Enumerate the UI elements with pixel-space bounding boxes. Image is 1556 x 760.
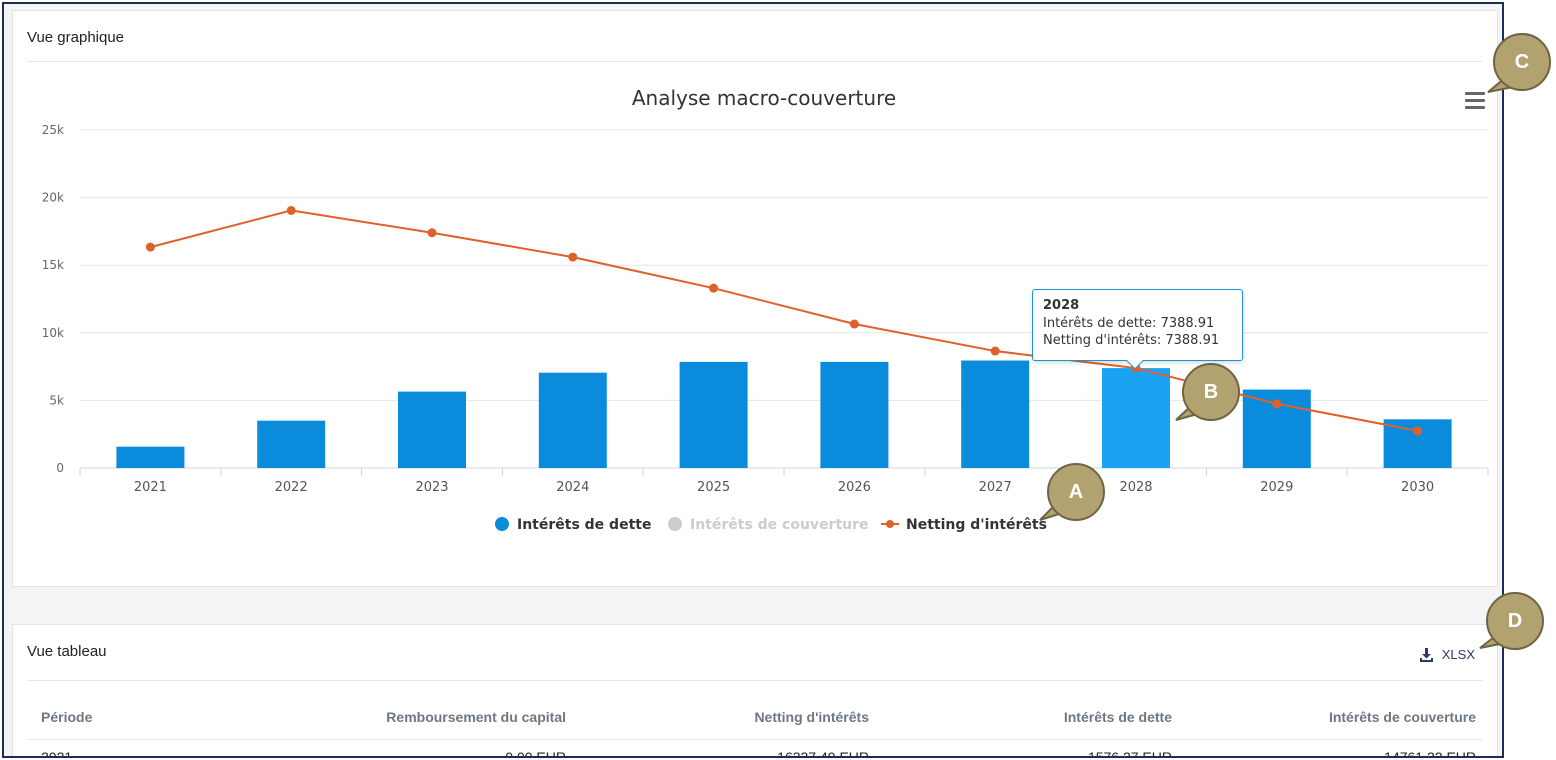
netting-point-2029 <box>1272 399 1282 409</box>
chart-tooltip: 2028 Intérêts de dette: 7388.91 Netting … <box>1032 289 1243 370</box>
x-tick-label-2023: 2023 <box>415 480 448 495</box>
chart-panel-divider <box>27 61 1483 62</box>
x-tick-label-2021: 2021 <box>134 480 167 495</box>
app-frame: Vue graphique Analyse macro-couverture 0 5… <box>2 2 1504 758</box>
tooltip-line-netting: Netting d'intérêts: 7388.91 <box>1043 333 1220 348</box>
legend-marker-interets-dette <box>495 517 509 531</box>
netting-point-2022 <box>286 205 296 215</box>
callout-d: D <box>1486 592 1544 650</box>
x-tick-label-2025: 2025 <box>697 480 730 495</box>
netting-point-2024 <box>568 252 578 262</box>
bar-2026 <box>820 361 889 468</box>
y-tick-label-2: 10k <box>42 326 64 340</box>
chart-title: Analyse macro-couverture <box>632 86 896 110</box>
bar-2024 <box>538 372 607 468</box>
tooltip-line-debt: Intérêts de dette: 7388.91 <box>1043 316 1215 331</box>
bar-2027 <box>961 360 1030 468</box>
header-row-divider <box>27 739 1483 740</box>
netting-point-2025 <box>709 283 719 293</box>
y-tick-label-1: 5k <box>49 393 64 407</box>
legend-label-interets-dette: Intérêts de dette <box>517 517 651 533</box>
legend-label-netting: Netting d'intérêts <box>906 517 1047 533</box>
bar-2022 <box>257 420 326 468</box>
legend-label-interets-couverture: Intérêts de couverture <box>690 517 869 533</box>
export-xlsx-label: XLSX <box>1441 647 1475 662</box>
y-tick-label-5: 25k <box>42 123 64 137</box>
y-tick-label-4: 20k <box>42 191 64 205</box>
x-tick-label-2028: 2028 <box>1119 480 1152 495</box>
bar-2023 <box>398 391 466 468</box>
netting-point-2023 <box>427 228 437 238</box>
column-header-interets-couverture[interactable]: Intérêts de couverture <box>1328 709 1476 725</box>
netting-point-2021 <box>145 242 155 252</box>
column-header-remboursement[interactable]: Remboursement du capital <box>386 709 566 725</box>
download-icon <box>1419 648 1433 662</box>
chart-svg: Analyse macro-couverture 0 5k 10k 15k 20k 25k 2… <box>42 86 1489 533</box>
table-cell-periode: 2021 <box>41 749 73 758</box>
y-tick-label-0: 0 <box>56 461 64 475</box>
callout-b: B <box>1182 363 1240 421</box>
table-panel-divider <box>27 680 1483 681</box>
callout-a: A <box>1047 463 1105 521</box>
x-tick-label-2029: 2029 <box>1260 480 1293 495</box>
legend-marker-netting <box>886 520 894 528</box>
netting-point-2027 <box>990 346 1000 356</box>
x-tick-label-2026: 2026 <box>838 480 871 495</box>
table-cell-netting: 16337.49 EUR <box>777 749 869 758</box>
bar-2028 <box>1102 368 1170 468</box>
legend-marker-interets-couverture <box>668 517 682 531</box>
table-panel: Vue tableau XLSX Période Remboursement d… <box>12 624 1498 758</box>
x-tick-label-2030: 2030 <box>1401 480 1434 495</box>
table-cell-interets-couverture: 14761.22 EUR <box>1384 749 1476 758</box>
column-header-interets-dette[interactable]: Intérêts de dette <box>1063 709 1172 725</box>
table-cell-interets-dette: 1576.27 EUR <box>1087 749 1172 758</box>
export-xlsx-button[interactable]: XLSX <box>1419 647 1475 662</box>
column-header-netting[interactable]: Netting d'intérêts <box>754 709 869 725</box>
netting-point-2030 <box>1413 426 1423 436</box>
chart-panel-title: Vue graphique <box>27 29 125 46</box>
bar-2025 <box>679 361 748 468</box>
netting-point-2026 <box>849 319 859 329</box>
callout-c: C <box>1493 33 1551 91</box>
table-panel-title: Vue tableau <box>27 643 107 660</box>
x-tick-label-2027: 2027 <box>979 480 1012 495</box>
x-tick-label-2022: 2022 <box>275 480 308 495</box>
x-tick-label-2024: 2024 <box>556 480 589 495</box>
chart-menu-icon[interactable] <box>1465 92 1485 110</box>
y-tick-label-3: 15k <box>42 258 64 272</box>
tooltip-title: 2028 <box>1043 298 1080 313</box>
bar-2021 <box>116 446 185 468</box>
table-cell-remboursement: 0.00 EUR <box>505 749 566 758</box>
column-header-periode[interactable]: Période <box>41 709 93 725</box>
